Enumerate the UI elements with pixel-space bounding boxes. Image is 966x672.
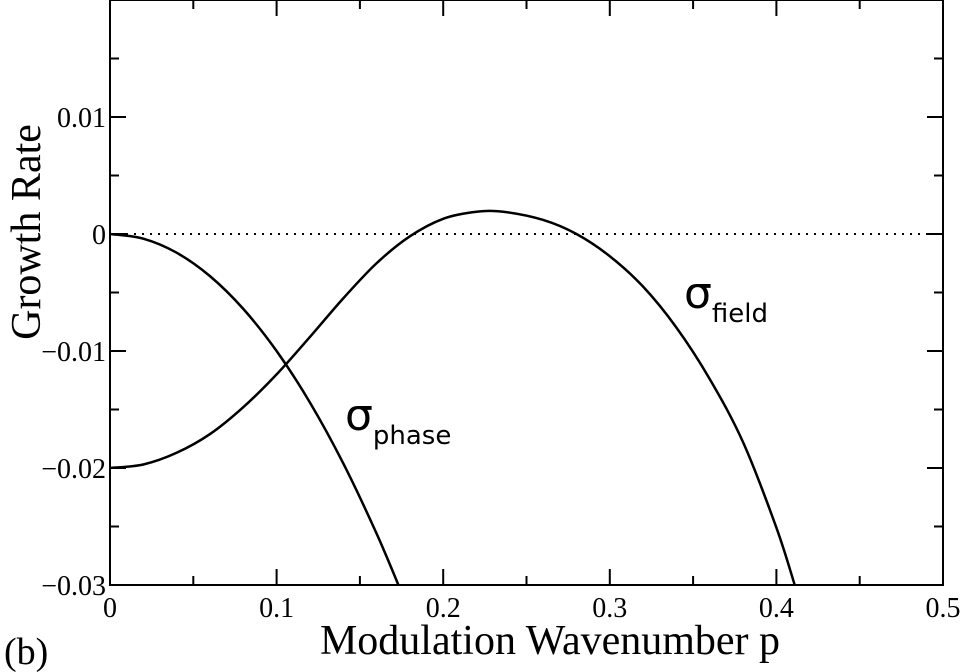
x-tick-label: 0.1 <box>259 593 294 624</box>
tick-labels: 0 0.1 0.2 0.3 0.4 0.5 −0.03 −0.02 −0.01 0 0.01 <box>41 103 960 624</box>
y-tick-label: 0 <box>92 220 106 251</box>
phase-curve <box>110 232 400 585</box>
y-tick-label: 0.01 <box>57 103 106 134</box>
y-tick-label: −0.02 <box>41 454 106 485</box>
axis-ticks <box>109 0 944 586</box>
curves <box>110 209 796 585</box>
field-curve <box>110 209 796 585</box>
plot-frame <box>109 0 944 586</box>
x-axis-title: Modulation Wavenumber p <box>320 618 780 664</box>
x-tick-label: 0 <box>103 593 117 624</box>
field-curve-label: σfield <box>684 268 768 329</box>
y-tick-label: −0.01 <box>41 337 106 368</box>
y-tick-label: −0.03 <box>41 571 106 602</box>
phase-curve-label: σphase <box>345 390 451 451</box>
x-tick-label: 0.2 <box>426 593 461 624</box>
x-tick-label: 0.4 <box>759 593 794 624</box>
panel-label: (b) <box>4 631 48 672</box>
y-axis-title: Growth Rate <box>4 124 50 340</box>
x-tick-label: 0.3 <box>592 593 627 624</box>
x-tick-label: 0.5 <box>926 593 961 624</box>
